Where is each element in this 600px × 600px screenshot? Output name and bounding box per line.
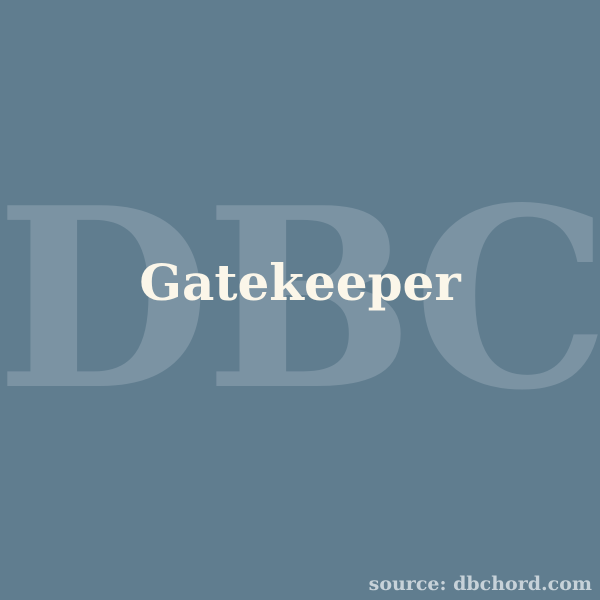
source-credit: source: dbchord.com bbox=[368, 573, 592, 595]
song-title: Gatekeeper bbox=[139, 253, 461, 312]
dbc-watermark: DBC bbox=[0, 154, 600, 445]
